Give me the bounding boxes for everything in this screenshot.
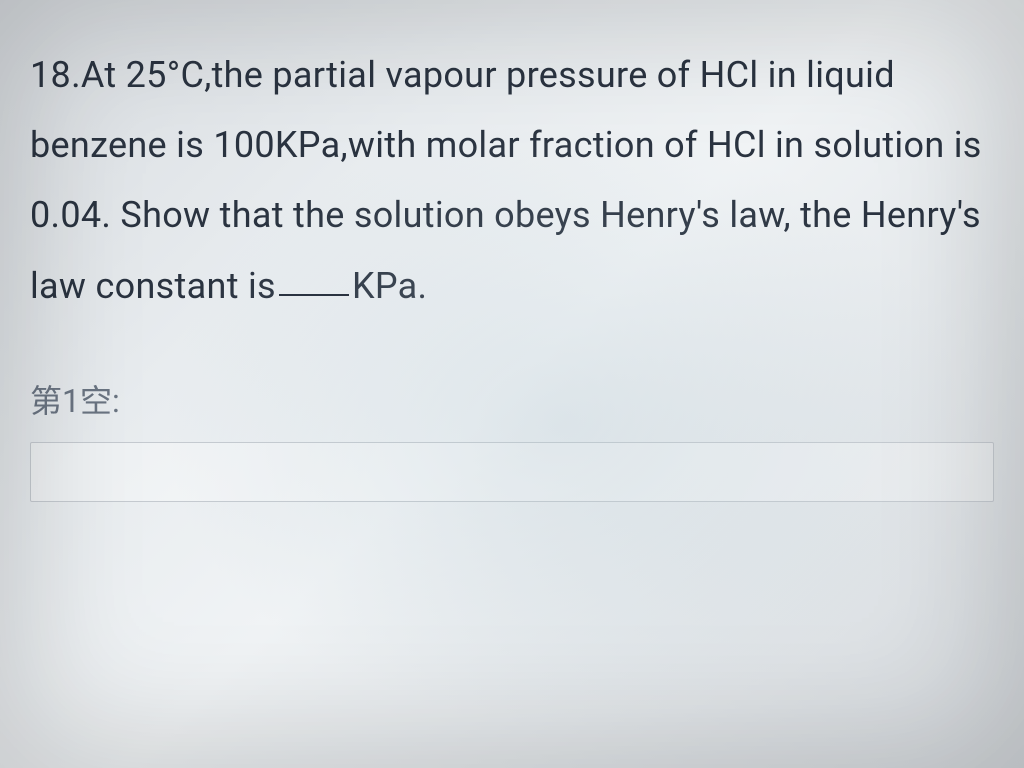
question-body-part2: KPa. xyxy=(352,265,427,307)
question-body-part1: 18.At 25°C,the partial vapour pressure o… xyxy=(30,54,982,307)
answer-blank-label: 第1空: xyxy=(30,376,994,422)
answer-blank xyxy=(279,294,349,296)
answer-input-field[interactable] xyxy=(30,442,994,502)
question-text: 18.At 25°C,the partial vapour pressure o… xyxy=(30,40,994,321)
